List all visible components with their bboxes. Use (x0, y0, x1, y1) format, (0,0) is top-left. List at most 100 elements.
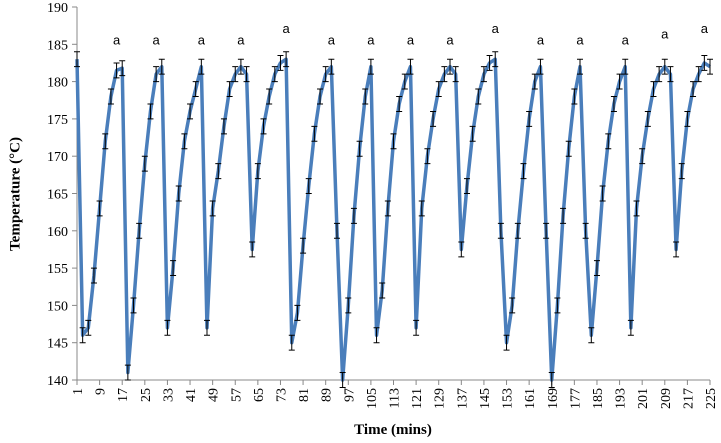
x-tick-label: 41 (184, 388, 199, 402)
error-bar (526, 110, 533, 127)
error-bar (492, 51, 499, 68)
x-tick-label: 97 (342, 388, 357, 402)
error-bar (690, 81, 697, 98)
error-bar (650, 81, 657, 98)
error-bar (79, 327, 86, 344)
error-bar (447, 58, 454, 75)
annotation: a (153, 32, 161, 47)
annotation: a (446, 32, 454, 47)
error-bar (514, 222, 521, 239)
error-bar (520, 163, 527, 180)
annotation: a (407, 32, 415, 47)
x-tick-label: 137 (455, 388, 470, 409)
error-bar (413, 319, 420, 336)
annotation: a (622, 32, 630, 47)
y-tick-label: 145 (47, 337, 68, 352)
error-bar (684, 110, 691, 127)
error-bar (328, 58, 335, 75)
annotation: a (367, 32, 375, 47)
annotation: a (282, 21, 290, 36)
error-bar (678, 163, 685, 180)
error-bar (283, 51, 290, 68)
y-tick-label: 170 (47, 150, 68, 165)
error-bar (113, 62, 120, 79)
x-tick-label: 25 (139, 388, 154, 402)
error-bar (311, 125, 318, 142)
y-tick-label: 150 (47, 299, 68, 314)
error-bar (147, 103, 154, 120)
x-tick-label: 73 (274, 388, 289, 402)
error-bar (203, 319, 210, 336)
y-tick-label: 180 (47, 76, 68, 91)
x-tick-label: 225 (704, 388, 719, 409)
annotation: a (328, 32, 336, 47)
error-bar (305, 178, 312, 194)
error-bar (119, 60, 126, 77)
error-bar (85, 319, 92, 336)
error-bar (565, 140, 572, 157)
error-bar (260, 118, 267, 135)
error-bar (198, 58, 205, 75)
y-tick-label: 190 (47, 1, 68, 16)
error-bar (124, 364, 131, 381)
y-axis-title: Temperature (°C) (7, 137, 23, 251)
error-bar (644, 110, 651, 127)
error-bar (288, 334, 295, 351)
error-bar (333, 222, 340, 239)
error-bar (373, 327, 380, 344)
error-bar (418, 200, 425, 217)
y-tick-label: 175 (47, 113, 68, 128)
error-bar (226, 81, 233, 98)
x-tick-label: 129 (433, 388, 448, 409)
error-bar (430, 110, 437, 127)
error-bar (475, 88, 482, 105)
error-bar (463, 178, 470, 194)
error-bar (96, 200, 103, 217)
error-bar (90, 267, 97, 284)
x-axis-title: Time (mins) (354, 422, 432, 438)
error-bar (469, 125, 476, 142)
annotation: a (492, 21, 500, 36)
x-tick-label: 57 (229, 388, 244, 402)
error-bar (599, 185, 606, 202)
annotation: a (661, 26, 669, 41)
error-bar (266, 88, 273, 105)
error-bar (175, 185, 182, 202)
error-bar (164, 319, 171, 336)
y-tick-label: 140 (47, 374, 68, 389)
error-bar (249, 241, 256, 258)
error-bar (509, 297, 516, 314)
annotation: a (113, 32, 121, 47)
error-bar (582, 222, 589, 239)
error-bar (170, 260, 177, 277)
error-bar (588, 327, 595, 344)
error-bar (537, 58, 544, 75)
error-bar (548, 372, 555, 388)
error-bar (277, 54, 284, 71)
x-tick-label: 121 (410, 388, 425, 409)
error-bar (560, 207, 567, 224)
error-bar (158, 58, 165, 75)
y-tick-label: 160 (47, 225, 68, 240)
error-bar (661, 58, 668, 75)
error-bar (339, 372, 346, 388)
y-tick-label: 185 (47, 38, 68, 53)
error-bar (322, 66, 329, 83)
error-bar (577, 58, 584, 75)
x-tick-label: 161 (523, 388, 538, 409)
error-bar (102, 133, 109, 150)
x-tick-label: 209 (659, 388, 674, 409)
x-tick-label: 217 (681, 388, 696, 409)
error-bar (356, 140, 363, 157)
error-bar (237, 58, 244, 75)
x-tick-label: 201 (636, 388, 651, 409)
error-bar (390, 133, 397, 150)
x-tick-label: 89 (320, 388, 335, 402)
error-bar (130, 297, 137, 314)
error-bar (639, 148, 646, 165)
error-bar (384, 200, 391, 217)
x-tick-label: 49 (207, 388, 222, 402)
error-bar (232, 66, 239, 83)
annotation: a (537, 32, 545, 47)
error-bar (107, 88, 114, 105)
